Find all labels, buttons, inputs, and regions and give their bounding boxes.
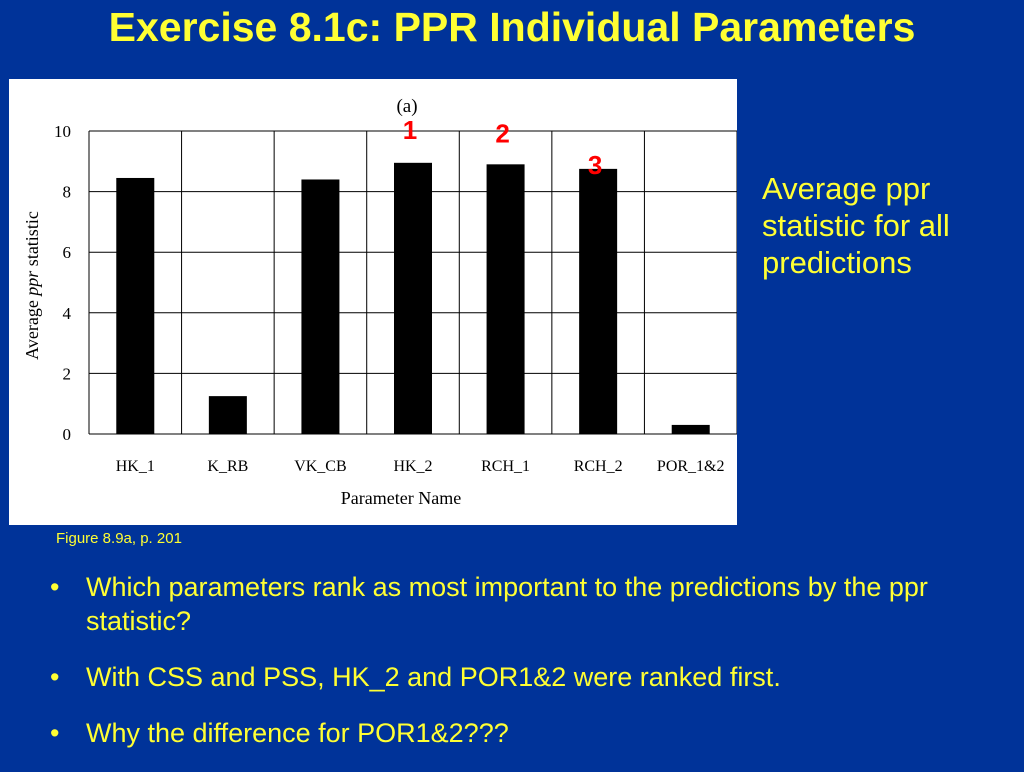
ppr-bar-chart: 0 2 4 6 8 10 HK_1 K_RB VK_CB HK_2 RCH_1 RCH_2 POR_1&… — [9, 79, 737, 525]
rank-label-1: 1 — [403, 115, 417, 145]
slide-title: Exercise 8.1c: PPR Individual Parameters — [108, 4, 916, 50]
y-tick-label: 4 — [63, 304, 72, 323]
bullet-item: With CSS and PSS, HK_2 and POR1&2 were r… — [46, 660, 1006, 694]
bar-vk-cb — [301, 179, 340, 434]
x-tick-label: RCH_1 — [481, 458, 530, 475]
x-tick-label: RCH_2 — [574, 458, 623, 475]
x-tick-label: VK_CB — [294, 458, 346, 475]
x-tick-label: K_RB — [207, 458, 248, 475]
chart-svg: 0 2 4 6 8 10 HK_1 K_RB VK_CB HK_2 RCH_1 RCH_2 POR_1&… — [22, 96, 737, 508]
x-tick-label: HK_2 — [393, 458, 432, 475]
y-tick-label: 10 — [54, 122, 71, 141]
y-tick-label: 2 — [63, 364, 72, 383]
bullet-item: Which parameters rank as most important … — [46, 570, 1006, 638]
y-axis-label: Average ppr statistic — [22, 211, 42, 360]
bar-k-rb — [208, 396, 247, 434]
bar-rch-2 — [579, 168, 618, 434]
chart-title: (a) — [396, 96, 417, 117]
bar-por-1-2 — [671, 424, 710, 434]
bar-hk-1 — [116, 177, 155, 434]
x-tick-label: POR_1&2 — [657, 458, 725, 475]
bullet-list: Which parameters rank as most important … — [46, 570, 1006, 772]
side-note: Average ppr statistic for all prediction… — [762, 171, 950, 281]
bar-hk-2 — [394, 162, 432, 434]
y-tick-label: 0 — [63, 425, 72, 444]
rank-label-2: 2 — [495, 118, 509, 148]
x-tick-label: HK_1 — [116, 458, 155, 475]
bar-rch-1 — [486, 164, 525, 434]
bullet-item: Why the difference for POR1&2??? — [46, 716, 1006, 750]
y-tick-label: 6 — [63, 243, 72, 262]
x-axis-label: Parameter Name — [341, 488, 461, 508]
y-tick-label: 8 — [63, 183, 72, 202]
figure-caption: Figure 8.9a, p. 201 — [56, 530, 182, 547]
rank-label-3: 3 — [588, 150, 602, 180]
